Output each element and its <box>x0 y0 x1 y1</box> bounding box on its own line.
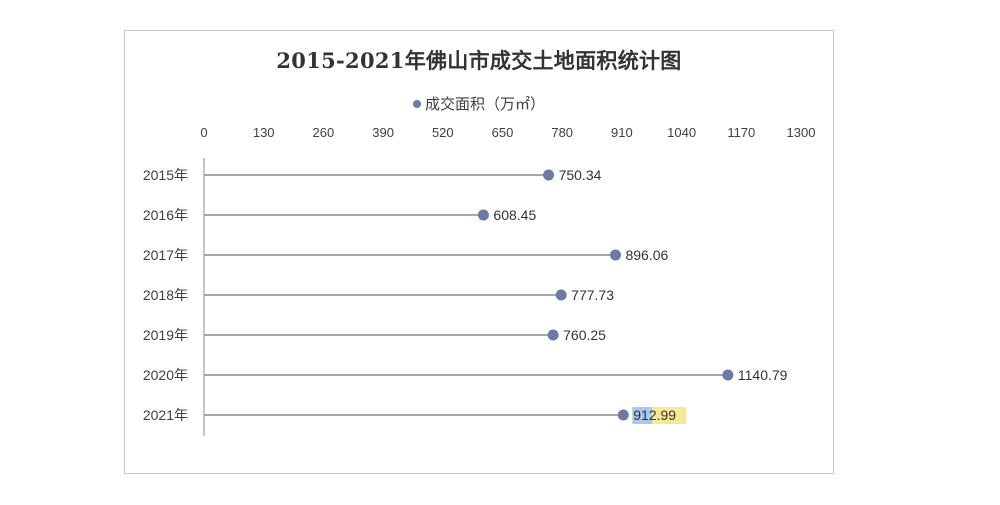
data-point <box>547 329 559 341</box>
x-tick-label: 650 <box>492 125 514 140</box>
x-tick-label: 390 <box>372 125 394 140</box>
data-point <box>609 249 621 261</box>
data-point <box>617 409 629 421</box>
legend-label: 成交面积（万㎡） <box>424 96 545 113</box>
data-label: 777.73 <box>571 287 614 303</box>
data-point <box>543 169 555 181</box>
category-label: 2016年 <box>143 207 188 223</box>
x-tick-label: 520 <box>432 125 454 140</box>
x-tick-label: 1040 <box>667 125 696 140</box>
x-tick-label: 130 <box>253 125 275 140</box>
category-label: 2020年 <box>143 367 188 383</box>
x-tick-label: 1170 <box>727 125 755 140</box>
data-point <box>555 289 567 301</box>
data-label: 912.99 <box>633 407 676 423</box>
data-label: 750.34 <box>559 167 602 183</box>
legend: 成交面积（万㎡） <box>125 93 833 114</box>
data-point <box>477 209 489 221</box>
x-tick-label: 780 <box>551 125 573 140</box>
x-tick-label: 910 <box>611 125 633 140</box>
data-label: 608.45 <box>493 207 536 223</box>
chart-frame: 2015-2021年佛山市成交土地面积统计图 成交面积（万㎡） <box>124 30 834 474</box>
data-point <box>722 369 734 381</box>
x-tick-label: 0 <box>200 125 207 140</box>
data-label: 1140.79 <box>738 367 788 383</box>
data-label: 896.06 <box>625 247 668 263</box>
x-tick-label: 260 <box>313 125 335 140</box>
label-highlight <box>652 407 687 424</box>
category-label: 2017年 <box>143 247 188 263</box>
x-tick-label: 1300 <box>787 125 816 140</box>
data-label: 760.25 <box>563 327 606 343</box>
chart-title: 2015-2021年佛山市成交土地面积统计图 <box>276 48 682 73</box>
category-label: 2019年 <box>143 327 188 343</box>
category-label: 2021年 <box>143 407 188 423</box>
category-label: 2018年 <box>143 287 188 303</box>
label-highlight <box>632 407 653 424</box>
legend-marker-icon <box>412 100 421 109</box>
category-label: 2015年 <box>143 167 188 183</box>
